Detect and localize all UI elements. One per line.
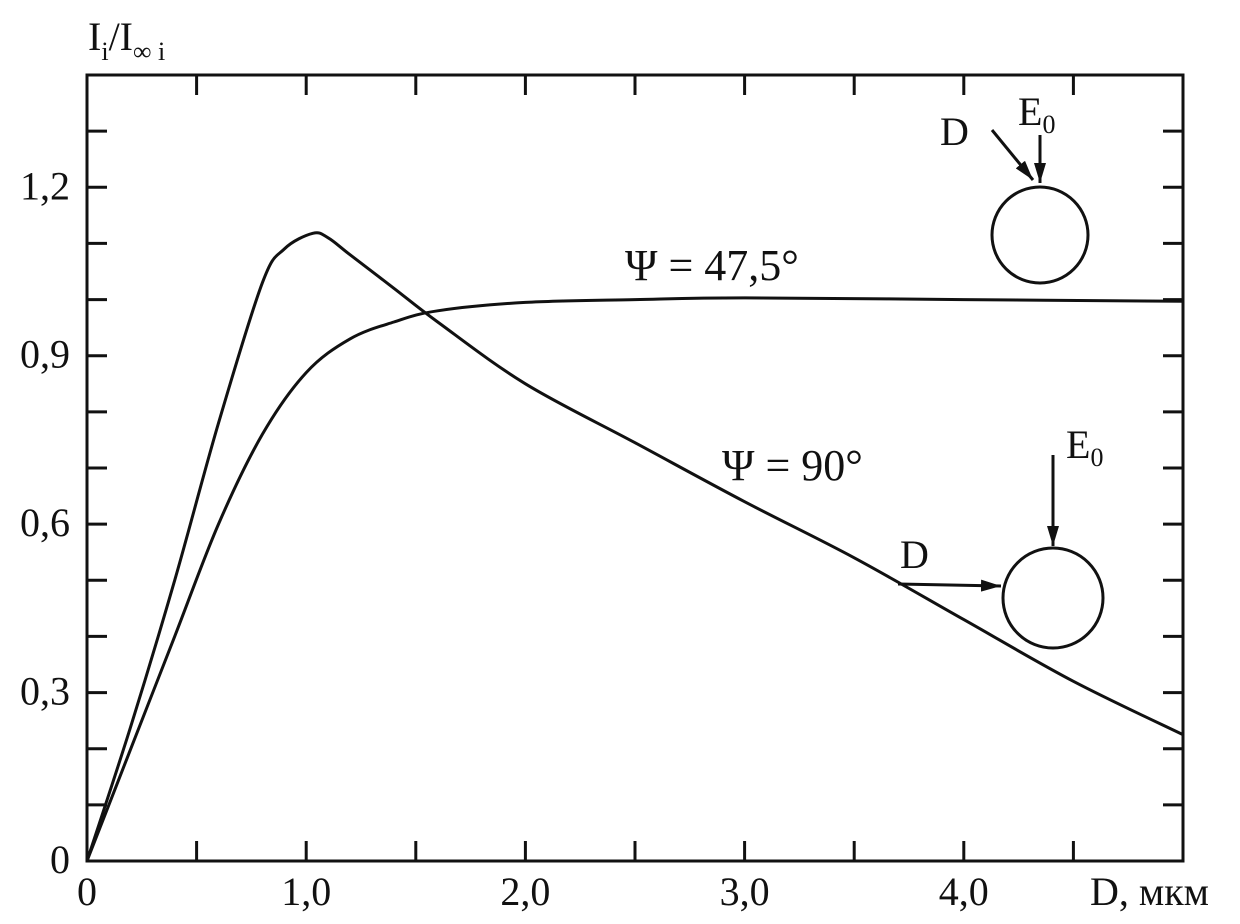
y-tick-label: 0: [50, 837, 70, 882]
series-label: Ψ = 90°: [722, 441, 863, 490]
particle: [990, 185, 1090, 285]
x-tick-label: 4,0: [939, 869, 989, 914]
inset-label: E0: [1066, 422, 1103, 472]
arrow: [897, 579, 1002, 592]
x-tick-label: 0: [77, 869, 97, 914]
x-tick-label: 1,0: [281, 869, 331, 914]
y-axis-label: Ii/I∞ i: [88, 14, 165, 66]
inset-label: D: [940, 109, 969, 154]
y-tick-label: 0,6: [20, 500, 70, 545]
y-tick-label: 0,9: [20, 332, 70, 377]
particle: [1001, 546, 1105, 650]
line-series: [85, 231, 1184, 862]
inset-diagram: [897, 129, 1105, 650]
inset-label: E0: [1018, 89, 1055, 139]
line-series: [85, 296, 1184, 862]
arrow: [990, 129, 1035, 181]
x-axis-label: D, мкм: [1090, 869, 1209, 914]
series-label: Ψ = 47,5°: [625, 241, 799, 290]
y-tick-label: 0,3: [20, 669, 70, 714]
y-tick-label: 1,2: [20, 163, 70, 208]
x-tick-label: 2,0: [500, 869, 550, 914]
inset-label: D: [900, 532, 929, 577]
x-tick-label: 3,0: [720, 869, 770, 914]
